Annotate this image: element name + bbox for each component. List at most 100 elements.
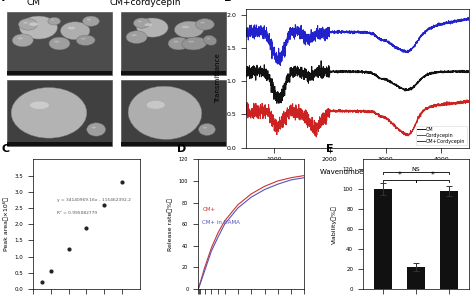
Ellipse shape xyxy=(68,27,75,30)
Text: D: D xyxy=(177,144,186,154)
Bar xyxy=(374,189,392,289)
Ellipse shape xyxy=(18,19,37,30)
Ellipse shape xyxy=(87,123,106,136)
Ellipse shape xyxy=(134,18,150,28)
CM xyxy=(466,70,472,73)
Point xyxy=(65,247,73,251)
Ellipse shape xyxy=(174,21,204,38)
Point xyxy=(100,203,108,208)
Point xyxy=(47,268,55,273)
Ellipse shape xyxy=(54,41,59,42)
Ellipse shape xyxy=(51,19,54,21)
Bar xyxy=(407,267,425,289)
Cordycepin xyxy=(243,107,249,110)
Ellipse shape xyxy=(137,21,142,22)
CM+Cordycepin xyxy=(466,16,472,19)
Text: *: * xyxy=(398,171,401,180)
Text: CM+: CM+ xyxy=(202,207,215,212)
Text: CM+cordycepin: CM+cordycepin xyxy=(109,0,181,7)
CM xyxy=(460,70,466,74)
Ellipse shape xyxy=(137,18,168,37)
FancyBboxPatch shape xyxy=(121,80,226,146)
Text: C: C xyxy=(1,144,9,154)
Ellipse shape xyxy=(173,41,179,42)
CM+Cordycepin xyxy=(460,18,465,22)
Ellipse shape xyxy=(49,37,70,50)
Ellipse shape xyxy=(128,86,202,140)
FancyBboxPatch shape xyxy=(121,142,226,146)
Text: y = 34140969.16x - 115462392.2: y = 34140969.16x - 115462392.2 xyxy=(56,198,130,202)
Cordycepin xyxy=(352,109,357,113)
Line: Cordycepin: Cordycepin xyxy=(246,100,469,137)
Ellipse shape xyxy=(203,127,207,129)
Ellipse shape xyxy=(195,19,214,30)
CM+Cordycepin xyxy=(277,64,283,67)
Ellipse shape xyxy=(145,23,152,26)
Legend: CM, Cordycepin, CM+Cordycepin: CM, Cordycepin, CM+Cordycepin xyxy=(416,126,467,145)
FancyBboxPatch shape xyxy=(121,12,226,76)
CM+Cordycepin xyxy=(352,29,357,33)
CM xyxy=(346,69,352,73)
Cordycepin xyxy=(466,100,472,104)
CM xyxy=(352,69,357,73)
Text: R² = 0.995082779: R² = 0.995082779 xyxy=(56,211,97,215)
Ellipse shape xyxy=(76,35,95,45)
Ellipse shape xyxy=(199,124,215,135)
Text: CM: CM xyxy=(27,0,41,7)
Y-axis label: Peak area（×10⁶）: Peak area（×10⁶） xyxy=(3,197,9,251)
Ellipse shape xyxy=(61,22,90,40)
CM xyxy=(460,70,466,73)
Ellipse shape xyxy=(131,34,137,36)
Ellipse shape xyxy=(168,37,189,50)
Ellipse shape xyxy=(87,19,91,20)
Text: *: * xyxy=(431,171,435,180)
Ellipse shape xyxy=(82,16,100,26)
Ellipse shape xyxy=(182,26,189,28)
Cordycepin xyxy=(464,98,470,101)
CM xyxy=(243,65,249,68)
Text: CM+ in HAMA: CM+ in HAMA xyxy=(202,220,240,225)
Ellipse shape xyxy=(91,127,96,129)
Ellipse shape xyxy=(48,17,61,25)
Point xyxy=(82,225,90,230)
Ellipse shape xyxy=(30,101,49,109)
Ellipse shape xyxy=(19,16,57,39)
Cordycepin xyxy=(313,135,319,139)
Ellipse shape xyxy=(146,101,165,109)
Cordycepin xyxy=(346,110,352,114)
CM+Cordycepin xyxy=(255,35,260,39)
Y-axis label: Viability（%）: Viability（%） xyxy=(331,205,337,244)
Cordycepin xyxy=(460,100,465,104)
Ellipse shape xyxy=(188,41,194,42)
Text: E: E xyxy=(326,144,333,154)
CM+Cordycepin xyxy=(460,19,466,22)
Ellipse shape xyxy=(29,22,38,26)
CM+Cordycepin xyxy=(243,26,249,30)
Text: NS: NS xyxy=(412,167,420,172)
Ellipse shape xyxy=(12,34,33,47)
Ellipse shape xyxy=(18,37,23,39)
FancyBboxPatch shape xyxy=(7,142,112,146)
X-axis label: Wavenumbers (cm⁻¹): Wavenumbers (cm⁻¹) xyxy=(320,168,395,175)
Ellipse shape xyxy=(200,22,205,24)
Ellipse shape xyxy=(207,38,210,40)
FancyBboxPatch shape xyxy=(121,71,226,76)
CM xyxy=(276,101,282,105)
FancyBboxPatch shape xyxy=(7,80,112,146)
CM xyxy=(419,76,425,80)
Cordycepin xyxy=(460,101,466,104)
Cordycepin xyxy=(255,104,260,107)
Ellipse shape xyxy=(182,37,207,50)
Ellipse shape xyxy=(11,88,87,138)
Text: B: B xyxy=(224,0,232,3)
Line: CM: CM xyxy=(246,61,469,103)
Line: CM+Cordycepin: CM+Cordycepin xyxy=(246,17,469,65)
Ellipse shape xyxy=(81,38,86,40)
CM xyxy=(255,70,260,73)
Point xyxy=(38,279,46,284)
Y-axis label: Transmittance: Transmittance xyxy=(215,53,221,103)
Y-axis label: Release rate（%）: Release rate（%） xyxy=(168,198,173,251)
Text: A: A xyxy=(0,0,4,3)
Point xyxy=(118,180,126,184)
CM xyxy=(318,59,324,63)
